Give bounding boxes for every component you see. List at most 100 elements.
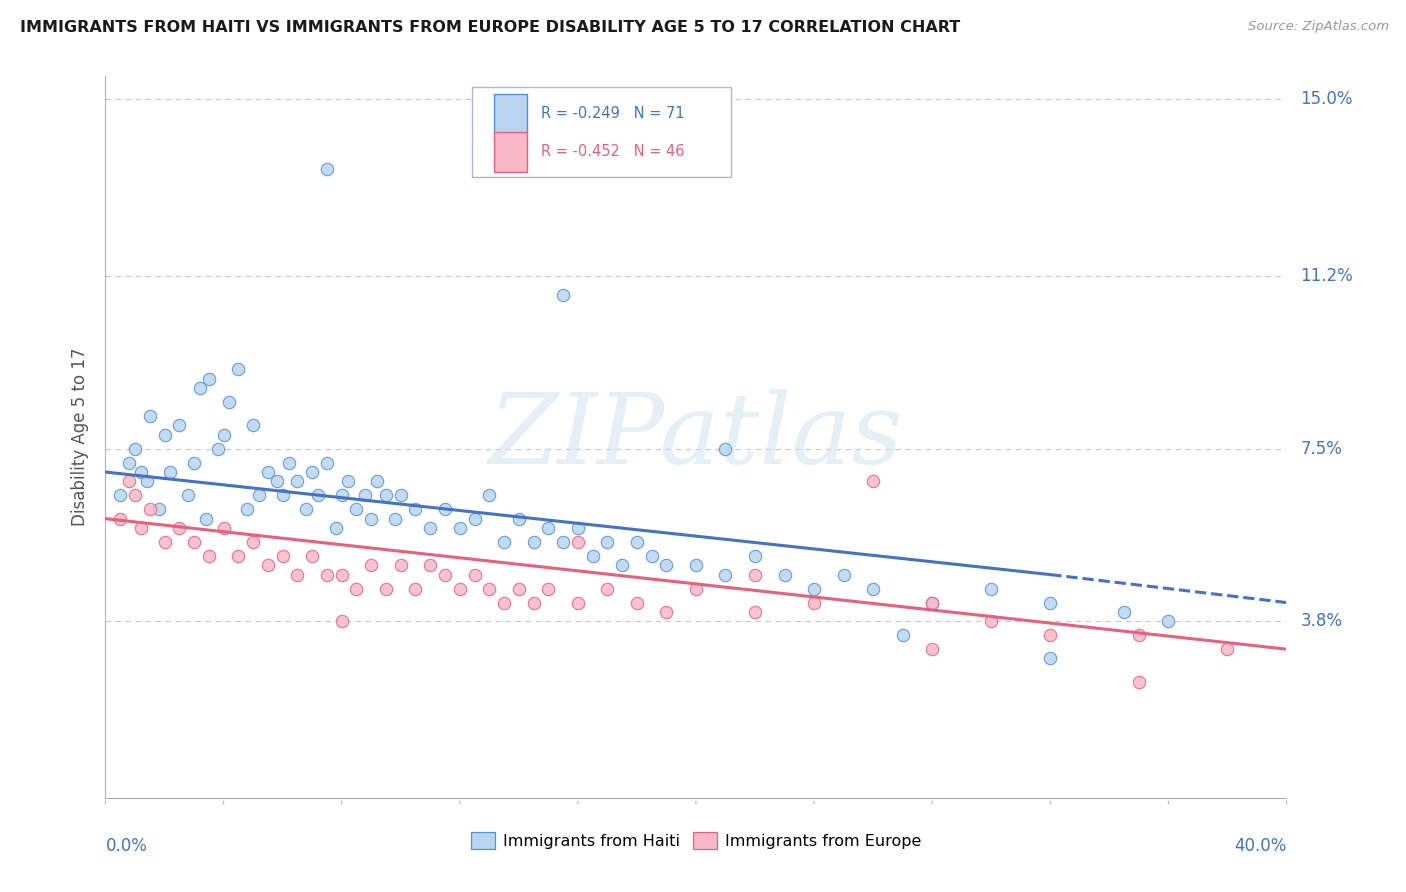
Point	[346, 502, 368, 516]
Point	[567, 521, 589, 535]
Point	[315, 567, 337, 582]
Point	[582, 549, 605, 563]
Point	[228, 362, 250, 376]
Point	[626, 535, 648, 549]
Point	[567, 596, 589, 610]
Point	[360, 558, 382, 573]
Point	[1128, 628, 1150, 642]
Point	[492, 596, 515, 610]
Point	[153, 427, 176, 442]
Legend: Immigrants from Haiti, Immigrants from Europe: Immigrants from Haiti, Immigrants from E…	[464, 826, 928, 855]
Text: 3.8%: 3.8%	[1301, 612, 1343, 631]
Point	[212, 521, 235, 535]
Point	[110, 488, 132, 502]
Point	[464, 567, 486, 582]
Point	[626, 596, 648, 610]
Point	[553, 535, 575, 549]
Point	[405, 582, 427, 596]
FancyBboxPatch shape	[494, 94, 527, 134]
Point	[449, 521, 471, 535]
Text: 40.0%: 40.0%	[1234, 838, 1286, 855]
Point	[129, 465, 152, 479]
Point	[523, 596, 546, 610]
Point	[330, 488, 353, 502]
Point	[159, 465, 181, 479]
FancyBboxPatch shape	[471, 87, 731, 177]
Point	[194, 511, 217, 525]
Point	[464, 511, 486, 525]
Point	[153, 535, 176, 549]
Point	[980, 582, 1002, 596]
Point	[183, 535, 205, 549]
Point	[714, 442, 737, 456]
Point	[1216, 642, 1239, 657]
Point	[492, 535, 515, 549]
Point	[685, 582, 707, 596]
Point	[1128, 674, 1150, 689]
Point	[212, 427, 235, 442]
Point	[207, 442, 229, 456]
Point	[862, 475, 884, 489]
Point	[537, 521, 560, 535]
Point	[183, 456, 205, 470]
Point	[129, 521, 152, 535]
Point	[832, 567, 855, 582]
Point	[744, 567, 766, 582]
Text: 0.0%: 0.0%	[105, 838, 148, 855]
Point	[315, 162, 337, 177]
Point	[330, 614, 353, 628]
Point	[433, 502, 456, 516]
Point	[169, 418, 191, 433]
Point	[257, 558, 280, 573]
Y-axis label: Disability Age 5 to 17: Disability Age 5 to 17	[70, 348, 89, 526]
Point	[325, 521, 347, 535]
Point	[1157, 614, 1180, 628]
Point	[236, 502, 259, 516]
Point	[138, 409, 162, 423]
Point	[242, 535, 264, 549]
Point	[360, 511, 382, 525]
Point	[307, 488, 329, 502]
Point	[148, 502, 170, 516]
Point	[301, 465, 323, 479]
Point	[277, 456, 299, 470]
Point	[803, 596, 825, 610]
Point	[478, 488, 501, 502]
Text: Source: ZipAtlas.com: Source: ZipAtlas.com	[1249, 20, 1389, 33]
Point	[287, 475, 309, 489]
Point	[803, 582, 825, 596]
Point	[315, 456, 337, 470]
Point	[228, 549, 250, 563]
Point	[641, 549, 664, 563]
Point	[419, 521, 441, 535]
Point	[247, 488, 270, 502]
Point	[301, 549, 323, 563]
Point	[921, 596, 943, 610]
Point	[537, 582, 560, 596]
Point	[744, 605, 766, 619]
Point	[1114, 605, 1136, 619]
Point	[346, 582, 368, 596]
Point	[389, 558, 412, 573]
Point	[744, 549, 766, 563]
Point	[1039, 628, 1062, 642]
Text: R = -0.249   N = 71: R = -0.249 N = 71	[541, 106, 685, 121]
Text: 15.0%: 15.0%	[1301, 90, 1353, 108]
Text: 11.2%: 11.2%	[1301, 268, 1353, 285]
Point	[449, 582, 471, 596]
FancyBboxPatch shape	[494, 132, 527, 171]
Point	[384, 511, 406, 525]
Point	[612, 558, 634, 573]
Point	[336, 475, 359, 489]
Point	[366, 475, 388, 489]
Point	[271, 549, 294, 563]
Point	[389, 488, 412, 502]
Point	[596, 535, 619, 549]
Point	[655, 558, 678, 573]
Point	[138, 502, 162, 516]
Point	[478, 582, 501, 596]
Point	[354, 488, 377, 502]
Point	[980, 614, 1002, 628]
Point	[685, 558, 707, 573]
Point	[419, 558, 441, 573]
